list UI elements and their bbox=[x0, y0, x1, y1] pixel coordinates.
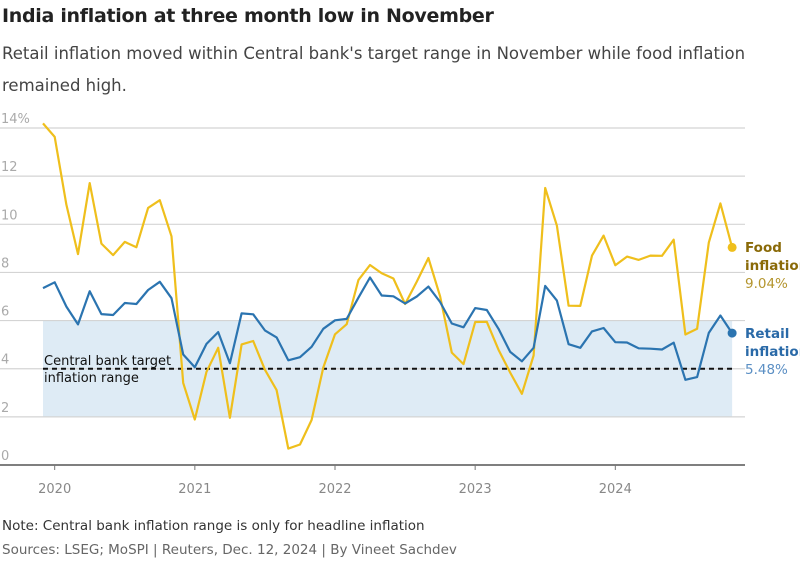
retail-last-value: 5.48% bbox=[745, 362, 788, 378]
y-tick-label: 14% bbox=[1, 112, 30, 127]
food-series-label-2: inflation bbox=[745, 258, 800, 274]
chart-sources: Sources: LSEG; MoSPI | Reuters, Dec. 12,… bbox=[2, 542, 457, 558]
food-series-label-1: Food bbox=[745, 240, 782, 256]
x-tick-label: 2020 bbox=[38, 482, 71, 497]
x-tick-label: 2021 bbox=[178, 482, 211, 497]
food-last-value: 9.04% bbox=[745, 276, 788, 292]
x-tick-label: 2023 bbox=[459, 482, 492, 497]
y-tick-label: 0 bbox=[1, 449, 9, 464]
chart-title: India inflation at three month low in No… bbox=[2, 5, 494, 27]
y-tick-label: 12 bbox=[1, 160, 18, 175]
y-tick-label: 4 bbox=[1, 353, 9, 368]
y-tick-label: 10 bbox=[1, 208, 18, 223]
target-range-label-2: inflation range bbox=[44, 371, 139, 386]
x-tick-label: 2022 bbox=[318, 482, 351, 497]
x-tick-label: 2024 bbox=[599, 482, 632, 497]
retail-series-label-1: Retail bbox=[745, 326, 789, 342]
retail-data-point bbox=[727, 328, 737, 338]
chart-subtitle: Retail inflation moved within Central ba… bbox=[2, 44, 746, 95]
target-range-label-1: Central bank target bbox=[44, 354, 171, 369]
retail-series-label-2: inflation bbox=[745, 344, 800, 360]
food-data-point bbox=[727, 242, 737, 252]
food-inflation-line bbox=[42, 122, 734, 450]
y-tick-label: 8 bbox=[1, 256, 9, 271]
y-tick-label: 6 bbox=[1, 305, 9, 320]
y-tick-label: 2 bbox=[1, 401, 9, 416]
retail-inflation-line bbox=[42, 276, 734, 381]
chart-note: Note: Central bank inflation range is on… bbox=[2, 518, 425, 534]
